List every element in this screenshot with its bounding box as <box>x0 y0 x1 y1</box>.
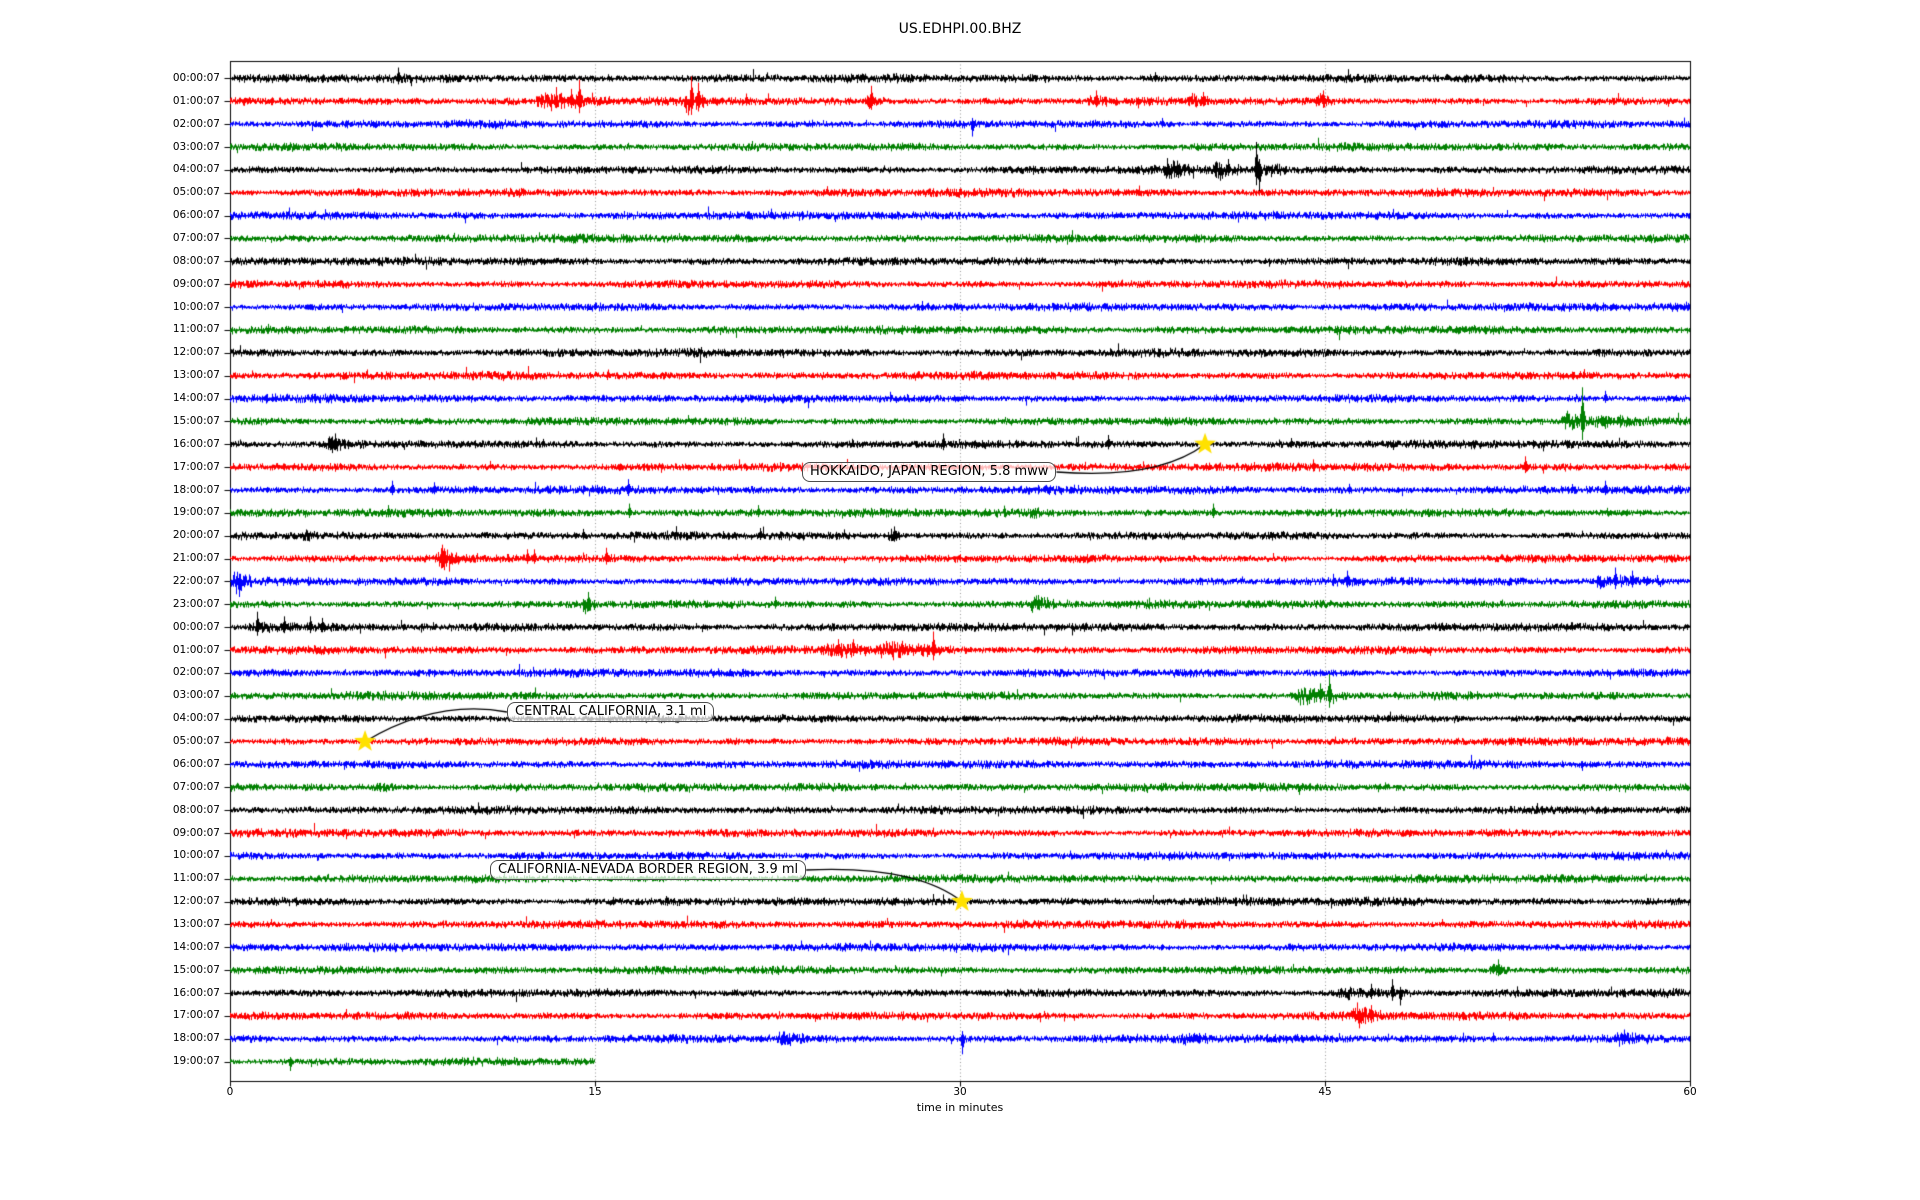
x-tick-label: 45 <box>1318 1086 1332 1098</box>
y-tick-label: 09:00:07 <box>172 826 220 839</box>
y-tick-label: 09:00:07 <box>172 277 220 290</box>
y-tick-label: 19:00:07 <box>172 506 220 519</box>
y-tick-label: 06:00:07 <box>172 757 220 770</box>
y-tick-label: 05:00:07 <box>172 186 220 199</box>
y-tick-label: 03:00:07 <box>172 140 220 153</box>
event-annotation-label: CALIFORNIA-NEVADA BORDER REGION, 3.9 ml <box>498 862 799 877</box>
y-tick-label: 07:00:07 <box>172 780 220 793</box>
event-annotation-label: CENTRAL CALIFORNIA, 3.1 ml <box>515 704 707 719</box>
x-tick-label: 30 <box>953 1086 967 1098</box>
y-tick-label: 02:00:07 <box>172 117 220 130</box>
y-tick-label: 08:00:07 <box>172 254 220 267</box>
event-annotation-label: HOKKAIDO, JAPAN REGION, 5.8 mww <box>810 464 1049 479</box>
y-tick-label: 03:00:07 <box>172 689 220 702</box>
y-tick-label: 06:00:07 <box>172 209 220 222</box>
y-tick-label: 21:00:07 <box>172 552 220 565</box>
y-tick-label: 20:00:07 <box>172 529 220 542</box>
event-annotation-california-nevada: CALIFORNIA-NEVADA BORDER REGION, 3.9 ml <box>490 860 807 880</box>
y-tick-label: 11:00:07 <box>172 872 220 885</box>
y-tick-label: 19:00:07 <box>172 1055 220 1068</box>
y-tick-label: 13:00:07 <box>172 369 220 382</box>
y-tick-label: 15:00:07 <box>172 414 220 427</box>
y-tick-label: 15:00:07 <box>172 963 220 976</box>
y-tick-label: 10:00:07 <box>172 300 220 313</box>
y-tick-label: 04:00:07 <box>172 163 220 176</box>
y-tick-label: 17:00:07 <box>172 1009 220 1022</box>
y-tick-label: 16:00:07 <box>172 986 220 999</box>
y-tick-label: 11:00:07 <box>172 323 220 336</box>
y-tick-label: 12:00:07 <box>172 346 220 359</box>
event-annotation-central-california: CENTRAL CALIFORNIA, 3.1 ml <box>507 702 715 722</box>
y-tick-label: 18:00:07 <box>172 1032 220 1045</box>
y-tick-label: 18:00:07 <box>172 483 220 496</box>
event-annotation-hokkaido: HOKKAIDO, JAPAN REGION, 5.8 mww <box>802 462 1057 482</box>
y-tick-label: 14:00:07 <box>172 940 220 953</box>
x-axis-title: time in minutes <box>916 1101 1004 1114</box>
plot-title: US.EDHPI.00.BHZ <box>898 21 1022 37</box>
y-tick-label: 16:00:07 <box>172 437 220 450</box>
y-tick-label: 01:00:07 <box>172 94 220 107</box>
y-tick-label: 14:00:07 <box>172 392 220 405</box>
y-tick-label: 17:00:07 <box>172 460 220 473</box>
x-tick-label: 15 <box>588 1086 602 1098</box>
y-tick-label: 05:00:07 <box>172 735 220 748</box>
y-tick-label: 00:00:07 <box>172 620 220 633</box>
y-tick-label: 04:00:07 <box>172 712 220 725</box>
y-tick-label: 07:00:07 <box>172 231 220 244</box>
y-tick-label: 13:00:07 <box>172 917 220 930</box>
x-tick-label: 60 <box>1683 1086 1697 1098</box>
y-tick-label: 00:00:07 <box>172 71 220 84</box>
y-tick-label: 10:00:07 <box>172 849 220 862</box>
y-tick-label: 23:00:07 <box>172 597 220 610</box>
y-tick-label: 01:00:07 <box>172 643 220 656</box>
y-tick-label: 08:00:07 <box>172 803 220 816</box>
x-tick-label: 0 <box>226 1086 234 1098</box>
y-tick-label: 22:00:07 <box>172 574 220 587</box>
y-tick-label: 12:00:07 <box>172 895 220 908</box>
y-tick-label: 02:00:07 <box>172 666 220 679</box>
